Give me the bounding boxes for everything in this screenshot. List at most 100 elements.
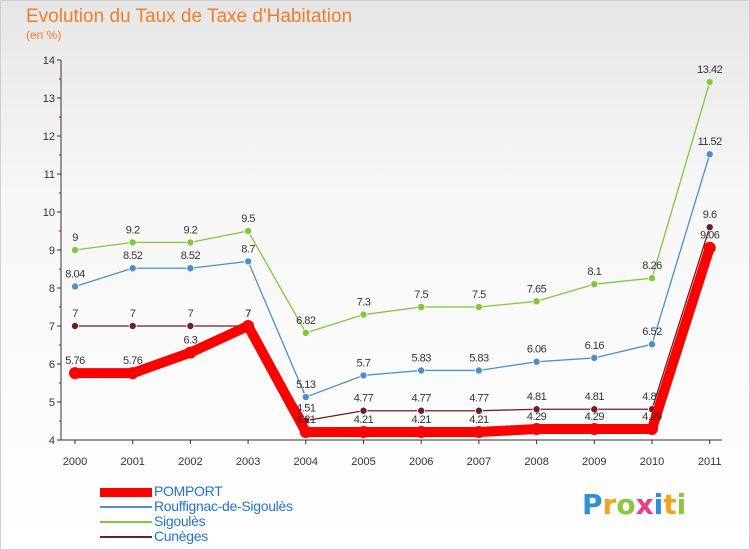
- data-label-cun-ges: 4.81: [585, 391, 605, 403]
- data-label-rouffignac-de-sigoul-s: 8.52: [181, 250, 201, 262]
- data-point-cun-ges: [474, 406, 483, 415]
- data-point-pomport: [530, 422, 543, 435]
- data-label-rouffignac-de-sigoul-s: 5.83: [469, 352, 489, 364]
- data-point-cun-ges: [705, 223, 714, 232]
- data-point-pomport: [588, 422, 601, 435]
- series-line-rouffignac-de-sigoul-s: [74, 153, 711, 398]
- data-point-cun-ges: [359, 406, 368, 415]
- data-point-sigoul-s: [648, 274, 657, 283]
- data-point-sigoul-s: [301, 328, 310, 337]
- proxiti-logo: Proxiti: [582, 488, 686, 521]
- data-label-pomport: 4.29: [642, 411, 662, 423]
- y-tick-label: 10: [43, 207, 55, 219]
- data-point-pomport: [299, 426, 312, 439]
- data-label-pomport: 5.76: [65, 355, 85, 367]
- data-label-pomport: 4.21: [354, 414, 374, 426]
- data-point-sigoul-s: [532, 297, 541, 306]
- data-label-sigoul-s: 8.26: [642, 260, 662, 272]
- x-tick-label: 2003: [236, 456, 260, 468]
- data-label-pomport: 4.21: [296, 414, 316, 426]
- data-point-pomport: [415, 426, 428, 439]
- data-point-sigoul-s: [705, 78, 714, 87]
- data-point-rouffignac-de-sigoul-s: [705, 150, 714, 159]
- y-tick-label: 9: [49, 245, 55, 257]
- data-label-pomport: 4.21: [469, 414, 489, 426]
- data-label-cun-ges: 4.51: [296, 403, 316, 415]
- data-label-cun-ges: 7: [245, 308, 251, 320]
- data-label-pomport: 4.21: [411, 414, 431, 426]
- data-label-sigoul-s: 7.65: [527, 283, 547, 295]
- legend-label: POMPORT: [154, 483, 223, 499]
- data-label-pomport: 6.3: [184, 335, 198, 347]
- data-point-cun-ges: [128, 321, 137, 330]
- data-label-sigoul-s: 13.42: [697, 64, 722, 76]
- data-point-rouffignac-de-sigoul-s: [244, 257, 253, 266]
- data-label-rouffignac-de-sigoul-s: 6.06: [527, 344, 547, 356]
- series-line-sigoul-s: [74, 81, 711, 334]
- data-label-sigoul-s: 9.2: [184, 224, 198, 236]
- data-point-pomport: [703, 241, 716, 254]
- y-tick-label: 8: [49, 283, 55, 295]
- y-tick-label: 12: [43, 131, 55, 143]
- x-tick-label: 2004: [294, 456, 318, 468]
- y-tick-label: 11: [44, 169, 55, 181]
- data-point-sigoul-s: [474, 302, 483, 311]
- data-label-rouffignac-de-sigoul-s: 6.16: [585, 340, 605, 352]
- data-label-cun-ges: 4.77: [354, 393, 374, 405]
- data-point-cun-ges: [532, 405, 541, 414]
- x-tick-label: 2010: [640, 456, 664, 468]
- legend-swatch: [100, 536, 152, 538]
- data-label-rouffignac-de-sigoul-s: 6.52: [642, 326, 662, 338]
- data-point-rouffignac-de-sigoul-s: [186, 264, 195, 273]
- legend-swatch: [100, 506, 152, 508]
- legend-swatch: [100, 521, 152, 523]
- data-point-cun-ges: [417, 406, 426, 415]
- data-label-pomport: 4.29: [585, 411, 605, 423]
- series-line-cun-ges: [74, 226, 711, 422]
- data-label-pomport: 9.06: [700, 230, 720, 242]
- data-label-pomport: 4.29: [527, 411, 547, 423]
- chart-title: Evolution du Taux de Taxe d'Habitation: [26, 6, 353, 27]
- logo-letter: o: [616, 488, 636, 521]
- data-label-rouffignac-de-sigoul-s: 11.52: [698, 136, 723, 148]
- data-point-sigoul-s: [590, 280, 599, 289]
- data-label-rouffignac-de-sigoul-s: 5.7: [357, 357, 371, 369]
- logo-letter: r: [602, 488, 617, 521]
- data-point-sigoul-s: [359, 310, 368, 319]
- x-tick-label: 2006: [409, 456, 433, 468]
- data-label-cun-ges: 9.6: [703, 209, 717, 221]
- x-tick-label: 2000: [63, 456, 87, 468]
- data-label-cun-ges: 4.77: [469, 393, 489, 405]
- logo-letter: t: [663, 488, 677, 521]
- data-label-rouffignac-de-sigoul-s: 8.7: [241, 243, 255, 255]
- chart-subtitle: (en %): [26, 28, 62, 42]
- data-label-sigoul-s: 7.5: [414, 289, 428, 301]
- data-point-rouffignac-de-sigoul-s: [532, 357, 541, 366]
- data-label-rouffignac-de-sigoul-s: 8.52: [123, 250, 143, 262]
- data-point-rouffignac-de-sigoul-s: [417, 366, 426, 375]
- data-label-pomport: 7: [245, 308, 251, 320]
- data-point-pomport: [184, 346, 197, 359]
- y-tick-label: 13: [43, 93, 55, 105]
- data-point-cun-ges: [590, 405, 599, 414]
- data-point-sigoul-s: [417, 302, 426, 311]
- x-tick-label: 2005: [351, 456, 375, 468]
- data-point-pomport: [126, 367, 139, 380]
- y-tick-label: 4: [49, 435, 55, 447]
- data-label-cun-ges: 7: [188, 308, 194, 320]
- data-label-cun-ges: 4.81: [527, 391, 547, 403]
- logo-letter: x: [635, 488, 654, 521]
- data-point-sigoul-s: [128, 238, 137, 247]
- data-label-sigoul-s: 9.5: [241, 213, 255, 225]
- data-label-pomport: 5.76: [123, 355, 143, 367]
- y-tick-label: 7: [49, 321, 55, 333]
- data-label-rouffignac-de-sigoul-s: 8.04: [65, 268, 85, 280]
- data-label-sigoul-s: 9.2: [126, 224, 140, 236]
- data-point-pomport: [472, 426, 485, 439]
- data-point-rouffignac-de-sigoul-s: [474, 366, 483, 375]
- data-point-pomport: [242, 320, 255, 332]
- data-point-cun-ges: [186, 321, 195, 330]
- data-label-cun-ges: 4.77: [411, 393, 431, 405]
- logo-letter: P: [582, 488, 603, 521]
